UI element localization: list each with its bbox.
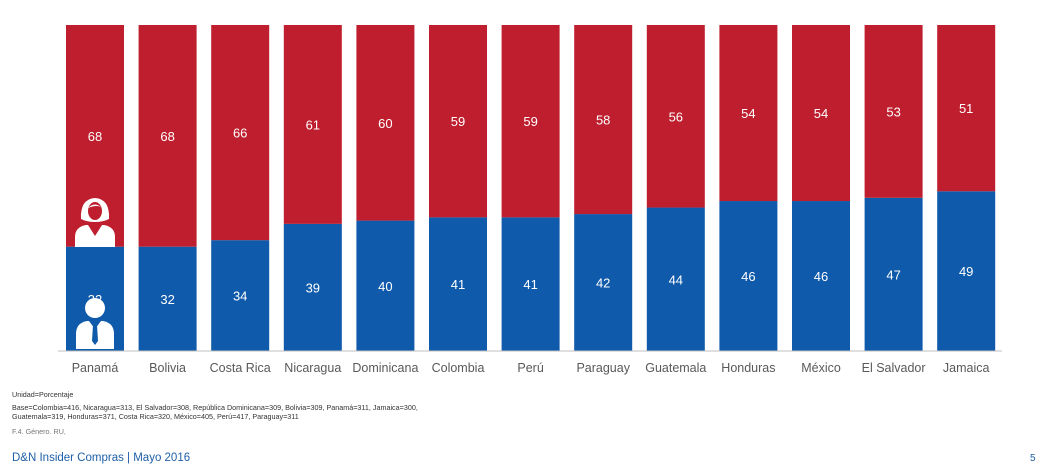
- data-label-bottom-guatemala: 44: [669, 272, 683, 287]
- unit-note: Unidad=Porcentaje: [12, 390, 74, 399]
- data-label-bottom-colombia: 41: [451, 277, 465, 292]
- category-label-dominicana: Dominicana: [352, 361, 418, 375]
- data-label-bottom-dominicana: 40: [378, 279, 392, 294]
- data-label-top-peru: 59: [523, 114, 537, 129]
- data-label-bottom-costa-rica: 34: [233, 289, 247, 304]
- bar-top-dominicana: [356, 25, 415, 221]
- category-label-peru: Perú: [517, 361, 543, 375]
- data-label-bottom-mexico: 46: [814, 269, 828, 284]
- page-number: 5: [1030, 453, 1036, 464]
- source-note: F.4. Género. RU,: [12, 427, 66, 436]
- bar-top-costa-rica: [211, 25, 270, 241]
- base-note-line-2: Guatemala=319, Honduras=371, Costa Rica=…: [12, 412, 299, 421]
- category-label-panama: Panamá: [72, 361, 119, 375]
- bar-bottom-peru: [501, 217, 560, 351]
- category-label-el-salvador: El Salvador: [862, 361, 926, 375]
- data-label-top-guatemala: 56: [669, 109, 683, 124]
- category-label-guatemala: Guatemala: [645, 361, 706, 375]
- bar-bottom-colombia: [429, 217, 487, 351]
- male-figure-icon: [76, 298, 114, 349]
- female-figure-icon: [75, 198, 115, 247]
- data-label-top-colombia: 59: [451, 114, 465, 129]
- bar-top-guatemala: [646, 25, 705, 208]
- labels-group: 6832Panamá6832Bolivia6634Costa Rica6139N…: [72, 101, 990, 375]
- data-label-top-costa-rica: 66: [233, 126, 247, 141]
- category-label-mexico: México: [801, 361, 841, 375]
- bar-bottom-honduras: [719, 201, 778, 351]
- bar-bottom-nicaragua: [283, 223, 342, 351]
- category-label-colombia: Colombia: [432, 361, 485, 375]
- icons-group: [75, 198, 115, 349]
- data-label-top-honduras: 54: [741, 106, 755, 121]
- bar-bottom-dominicana: [356, 220, 415, 351]
- bar-top-el-salvador: [864, 25, 923, 198]
- bar-top-nicaragua: [283, 25, 342, 224]
- category-label-honduras: Honduras: [721, 361, 775, 375]
- bars-group: [66, 25, 996, 351]
- bar-bottom-costa-rica: [211, 240, 270, 351]
- data-label-bottom-jamaica: 49: [959, 264, 973, 279]
- bar-top-peru: [501, 25, 560, 218]
- bar-bottom-jamaica: [937, 191, 996, 351]
- data-label-bottom-nicaragua: 39: [306, 280, 320, 295]
- bar-top-colombia: [429, 25, 487, 218]
- bar-bottom-guatemala: [646, 207, 705, 351]
- data-label-bottom-el-salvador: 47: [886, 267, 900, 282]
- bar-top-jamaica: [937, 25, 996, 192]
- bar-bottom-bolivia: [138, 246, 197, 351]
- data-label-top-el-salvador: 53: [886, 104, 900, 119]
- bar-top-mexico: [792, 25, 850, 202]
- bar-bottom-mexico: [792, 201, 850, 351]
- data-label-top-bolivia: 68: [160, 129, 174, 144]
- data-label-top-dominicana: 60: [378, 116, 392, 131]
- data-label-top-mexico: 54: [814, 106, 828, 121]
- data-label-top-jamaica: 51: [959, 101, 973, 116]
- chart-notes: Unidad=Porcentaje Base=Colombia=416, Nic…: [12, 390, 418, 436]
- bar-top-paraguay: [574, 25, 633, 215]
- data-label-bottom-peru: 41: [523, 277, 537, 292]
- data-label-top-panama: 68: [88, 129, 102, 144]
- category-label-nicaragua: Nicaragua: [284, 361, 341, 375]
- data-label-top-nicaragua: 61: [306, 117, 320, 132]
- category-label-paraguay: Paraguay: [576, 361, 630, 375]
- footer-title: D&N Insider Compras | Mayo 2016: [12, 452, 191, 464]
- bar-top-honduras: [719, 25, 778, 202]
- data-label-bottom-honduras: 46: [741, 269, 755, 284]
- base-note-line-1: Base=Colombia=416, Nicaragua=313, El Sal…: [12, 403, 418, 412]
- category-label-bolivia: Bolivia: [149, 361, 186, 375]
- data-label-bottom-bolivia: 32: [160, 292, 174, 307]
- bar-bottom-el-salvador: [864, 197, 923, 351]
- stacked-bar-chart: 6832Panamá6832Bolivia6634Costa Rica6139N…: [58, 25, 1002, 375]
- category-label-jamaica: Jamaica: [943, 361, 990, 375]
- bar-bottom-paraguay: [574, 214, 633, 351]
- category-label-costa-rica: Costa Rica: [210, 361, 271, 375]
- bar-top-bolivia: [138, 25, 197, 247]
- data-label-bottom-paraguay: 42: [596, 276, 610, 291]
- data-label-top-paraguay: 58: [596, 113, 610, 128]
